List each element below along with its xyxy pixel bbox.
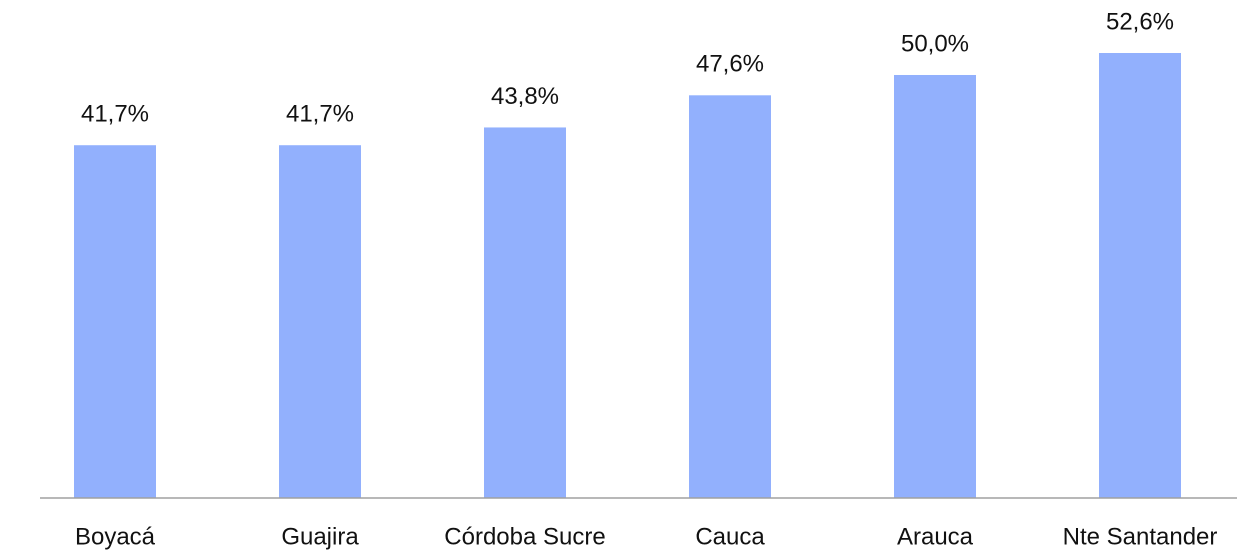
value-label: 47,6% [696, 51, 764, 78]
value-label: 50,0% [901, 30, 969, 57]
bar [1099, 53, 1181, 498]
bar [894, 74, 976, 498]
bar [74, 145, 156, 498]
bar [484, 127, 566, 498]
value-label: 43,8% [491, 83, 559, 110]
x-tick-label: Cauca [695, 523, 765, 550]
x-tick-label: Arauca [897, 523, 974, 550]
x-tick-label: Boyacá [75, 523, 156, 550]
bar [689, 95, 771, 498]
x-tick-label: Nte Santander [1063, 523, 1218, 550]
x-tick-label: Córdoba Sucre [444, 523, 605, 550]
value-label: 41,7% [286, 101, 354, 128]
value-label: 41,7% [81, 101, 149, 128]
x-tick-label: Guajira [281, 523, 359, 550]
value-label: 52,6% [1106, 8, 1174, 35]
bar [279, 145, 361, 498]
